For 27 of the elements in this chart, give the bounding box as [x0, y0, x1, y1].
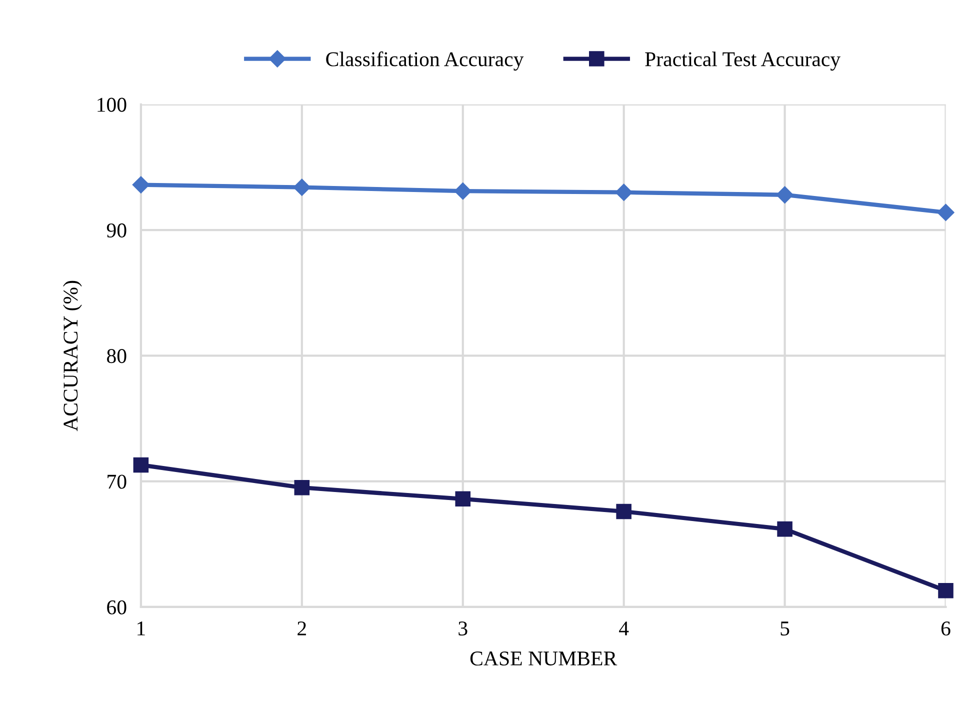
y-tick-label: 60 [107, 600, 126, 614]
x-tick-label: 5 [780, 622, 790, 636]
point [294, 480, 310, 496]
point [937, 204, 954, 221]
point [776, 186, 794, 204]
x-tick-label: 1 [138, 622, 145, 636]
x-tick-label: 4 [619, 622, 629, 636]
point [615, 184, 632, 201]
x-tick-label: 3 [458, 622, 468, 636]
legend-label: Practical Test Accuracy [645, 52, 840, 71]
y-tick-label: 80 [107, 349, 126, 364]
y-tick-label: 100 [98, 98, 126, 112]
y-tick-label: 90 [106, 223, 126, 238]
point [454, 182, 472, 200]
y-axis-title: ACCURACY (%) [63, 280, 82, 432]
point [293, 178, 310, 196]
point [455, 491, 471, 507]
point [132, 176, 150, 194]
point [938, 582, 954, 598]
x-tick-label: 2 [298, 622, 306, 636]
x-tick-label: 6 [941, 622, 950, 636]
y-tick-label: 70 [108, 474, 126, 489]
point [133, 457, 149, 473]
x-axis-title: CASE NUMBER [470, 652, 618, 666]
point [616, 504, 632, 520]
legend-label: Classification Accuracy [326, 51, 524, 71]
point [777, 521, 792, 537]
